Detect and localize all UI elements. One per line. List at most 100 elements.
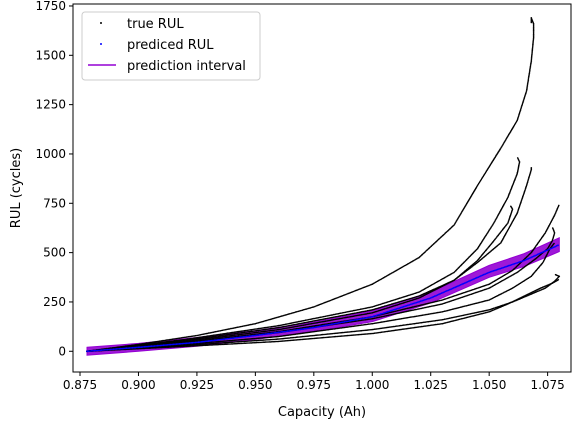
predicted-rul-point xyxy=(140,346,143,348)
predicted-rul-point xyxy=(86,350,88,353)
true-rul-point xyxy=(177,345,179,348)
true-rul-point xyxy=(266,330,268,332)
true-rul-point xyxy=(192,345,195,347)
true-rul-point xyxy=(191,335,193,338)
true-rul-point xyxy=(264,339,267,341)
true-rul-point xyxy=(234,342,236,345)
true-rul-point xyxy=(422,307,425,309)
predicted-rul-point xyxy=(114,348,116,350)
true-rul-point xyxy=(273,336,275,338)
predicted-rul-point xyxy=(231,337,233,340)
true-rul-point xyxy=(206,335,209,337)
true-rul-point xyxy=(167,346,170,349)
predicted-rul-point xyxy=(117,348,119,350)
true-rul-point xyxy=(370,323,372,325)
true-rul-point xyxy=(530,56,533,59)
true-rul-point xyxy=(360,324,363,326)
predicted-rul-point xyxy=(397,307,399,310)
true-rul-point xyxy=(241,338,243,341)
true-rul-point xyxy=(138,347,141,350)
true-rul-point xyxy=(317,316,320,319)
predicted-rul-point xyxy=(310,327,312,329)
predicted-rul-point xyxy=(273,332,276,334)
true-rul-point xyxy=(407,316,410,319)
predicted-rul-point xyxy=(103,349,106,351)
true-rul-point xyxy=(296,333,299,335)
true-rul-point xyxy=(337,335,339,338)
true-rul-point xyxy=(393,302,395,305)
true-rul-point xyxy=(257,337,260,340)
true-rul-point xyxy=(209,335,211,337)
predicted-rul-point xyxy=(321,325,324,327)
true-rul-point xyxy=(363,307,365,310)
true-rul-point xyxy=(439,299,441,302)
true-rul-point xyxy=(304,338,306,341)
true-rul-point xyxy=(216,342,218,345)
true-rul-point xyxy=(203,335,205,338)
predicted-rul-point xyxy=(127,347,130,349)
predicted-rul-point xyxy=(304,327,306,330)
true-rul-point xyxy=(353,315,356,317)
x-tick-label: 1.000 xyxy=(355,378,389,392)
true-rul-point xyxy=(330,328,332,331)
true-rul-point xyxy=(289,326,292,329)
true-rul-point xyxy=(231,339,234,342)
true-rul-point xyxy=(378,307,380,309)
true-rul-point xyxy=(360,313,363,316)
true-rul-point xyxy=(461,314,464,317)
predicted-rul-point xyxy=(428,297,431,300)
true-rul-point xyxy=(237,330,240,333)
true-rul-point xyxy=(238,332,241,334)
x-axis-label: Capacity (Ah) xyxy=(278,405,366,420)
true-rul-point xyxy=(332,332,335,335)
true-rul-point xyxy=(445,318,447,320)
true-rul-point xyxy=(231,333,234,335)
true-rul-point xyxy=(254,337,256,340)
true-rul-point xyxy=(423,303,425,306)
predicted-rul-point xyxy=(369,316,372,318)
true-rul-point xyxy=(376,307,378,310)
true-rul-point xyxy=(307,338,310,340)
true-rul-point xyxy=(162,346,165,349)
true-rul-point xyxy=(388,311,391,314)
true-rul-point xyxy=(242,330,244,332)
true-rul-point xyxy=(396,329,398,331)
predicted-rul-point xyxy=(531,256,534,258)
true-rul-point xyxy=(339,317,342,320)
true-rul-point xyxy=(309,320,312,323)
predicted-rul-point xyxy=(330,323,333,326)
predicted-rul-point xyxy=(526,258,528,261)
true-rul-point xyxy=(339,312,342,315)
predicted-rul-point xyxy=(210,339,213,342)
true-rul-point xyxy=(373,328,376,331)
true-rul-point xyxy=(270,325,273,328)
predicted-rul-point xyxy=(100,349,103,352)
true-rul-point xyxy=(229,332,231,334)
true-rul-point xyxy=(257,327,260,330)
true-rul-point xyxy=(377,328,379,330)
true-rul-point xyxy=(404,317,406,319)
true-rul-point xyxy=(230,343,233,345)
true-rul-point xyxy=(328,317,330,319)
true-rul-point xyxy=(288,337,291,339)
true-rul-point xyxy=(299,325,301,327)
true-rul-point xyxy=(412,296,415,299)
true-rul-point xyxy=(185,336,188,338)
true-rul-point xyxy=(264,328,267,331)
true-rul-point xyxy=(219,330,222,332)
true-rul-point xyxy=(304,321,307,324)
true-rul-point xyxy=(322,336,325,339)
predicted-rul-point xyxy=(223,338,226,340)
predicted-rul-point xyxy=(407,304,409,307)
predicted-rul-point xyxy=(301,328,303,331)
true-rul-point xyxy=(279,335,281,338)
true-rul-point xyxy=(273,329,275,332)
true-rul-point xyxy=(393,310,395,313)
true-rul-point xyxy=(365,323,368,326)
true-rul-point xyxy=(393,305,395,307)
true-rul-point xyxy=(237,326,239,329)
predicted-rul-point xyxy=(255,334,258,337)
y-tick-label: 1000 xyxy=(35,147,66,161)
true-rul-point xyxy=(244,331,247,333)
true-rul-point xyxy=(301,324,303,327)
